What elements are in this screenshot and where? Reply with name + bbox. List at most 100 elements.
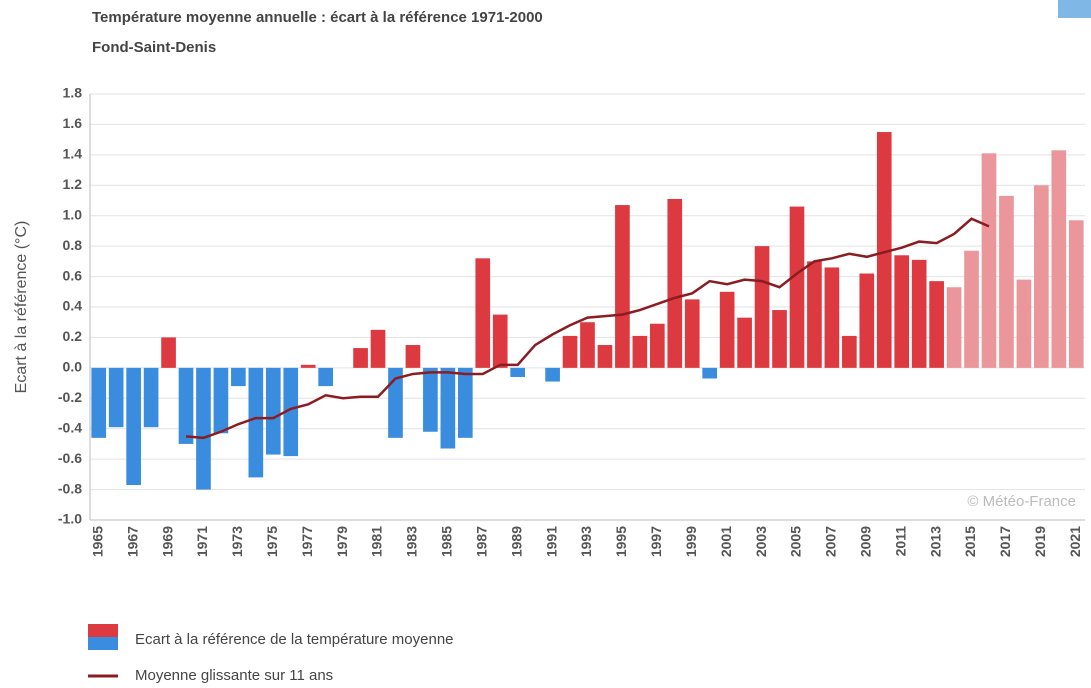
- bar: [1051, 150, 1067, 368]
- x-tick-label: 2021: [1067, 526, 1083, 557]
- x-tick-label: 1999: [683, 526, 699, 557]
- y-tick-label: 0.8: [63, 237, 83, 253]
- x-tick-label: 2017: [997, 526, 1013, 557]
- bar: [911, 259, 927, 368]
- bar: [964, 250, 979, 368]
- bar: [196, 367, 211, 490]
- bar: [318, 367, 333, 387]
- bar: [562, 335, 578, 368]
- bar: [440, 367, 456, 449]
- x-tick-label: 2009: [858, 526, 874, 557]
- bar: [842, 335, 857, 368]
- bar: [929, 281, 944, 368]
- bar: [213, 367, 229, 434]
- bar: [108, 367, 124, 428]
- x-tick-label: 2019: [1032, 526, 1048, 557]
- bar: [702, 367, 718, 379]
- bar: [423, 367, 438, 432]
- x-tick-label: 1993: [578, 526, 594, 557]
- bar: [388, 367, 403, 438]
- bar: [807, 261, 822, 368]
- x-tick-label: 2007: [823, 526, 839, 557]
- bar: [1034, 185, 1049, 368]
- y-tick-label: 1.8: [63, 85, 83, 101]
- bar: [649, 323, 665, 368]
- chart-title: Température moyenne annuelle : écart à l…: [92, 9, 543, 26]
- bar: [370, 329, 386, 368]
- bar: [475, 258, 491, 368]
- x-tick-label: 2003: [753, 526, 769, 557]
- y-tick-label: 1.0: [63, 206, 83, 222]
- bar: [667, 198, 683, 368]
- y-tick-label: 1.4: [63, 146, 83, 162]
- x-tick-label: 1995: [613, 526, 629, 557]
- x-tick-label: 1991: [543, 526, 559, 557]
- bar: [632, 335, 648, 368]
- bar: [300, 364, 316, 368]
- x-tick-label: 1989: [508, 526, 524, 557]
- x-tick-label: 1997: [648, 526, 664, 557]
- bar: [946, 287, 962, 368]
- bar: [353, 348, 368, 368]
- bar: [161, 337, 176, 368]
- y-tick-label: -0.2: [58, 389, 82, 405]
- x-tick-label: 1973: [229, 526, 245, 557]
- bar: [545, 367, 560, 382]
- x-tick-label: 1981: [369, 526, 385, 557]
- x-tick-label: 2015: [962, 526, 978, 557]
- bar: [1016, 279, 1032, 368]
- bar: [859, 273, 875, 368]
- x-tick-label: 1967: [124, 526, 140, 557]
- x-tick-label: 1977: [299, 526, 315, 557]
- x-tick-label: 2001: [718, 526, 734, 557]
- bar: [248, 367, 264, 478]
- bar: [737, 317, 752, 368]
- y-tick-label: 0.6: [63, 267, 83, 283]
- y-tick-label: 1.2: [63, 176, 83, 192]
- bar: [894, 255, 910, 368]
- legend-label: Ecart à la référence de la température m…: [135, 631, 454, 648]
- y-tick-label: -1.0: [58, 511, 82, 527]
- bar: [772, 310, 787, 368]
- y-tick-label: -0.8: [58, 480, 82, 496]
- chart-subtitle: Fond-Saint-Denis: [92, 39, 216, 56]
- bar: [597, 345, 613, 368]
- bar: [231, 367, 246, 387]
- x-tick-label: 1971: [194, 526, 210, 557]
- bar: [1068, 220, 1084, 368]
- y-axis-title: Ecart à la référence (°C): [13, 221, 30, 394]
- x-tick-label: 2013: [927, 526, 943, 557]
- bar: [999, 195, 1014, 368]
- bar: [684, 299, 700, 368]
- bar: [265, 367, 281, 455]
- x-tick-label: 1985: [439, 526, 455, 557]
- x-tick-label: 1987: [473, 526, 489, 557]
- x-tick-label: 1979: [334, 526, 350, 557]
- legend-swatch-top: [88, 624, 118, 637]
- bar: [789, 206, 805, 368]
- bar: [405, 345, 421, 368]
- bar: [981, 153, 997, 368]
- y-tick-label: 1.6: [63, 115, 83, 131]
- y-tick-label: -0.4: [58, 419, 82, 435]
- logo: [1058, 0, 1091, 18]
- x-tick-label: 2005: [788, 526, 804, 557]
- legend-label: Moyenne glissante sur 11 ans: [135, 667, 333, 684]
- moving-average-line: [185, 217, 990, 440]
- y-tick-label: 0.4: [63, 298, 83, 314]
- bar: [178, 367, 194, 444]
- x-tick-label: 2011: [892, 526, 908, 557]
- y-tick-label: 0.2: [63, 328, 83, 344]
- bar: [615, 205, 630, 368]
- watermark: © Météo-France: [967, 493, 1076, 510]
- bar: [580, 322, 595, 368]
- x-tick-label: 1975: [264, 526, 280, 557]
- bar: [283, 367, 299, 457]
- x-tick-label: 1983: [404, 526, 420, 557]
- bar: [824, 267, 840, 368]
- bar: [457, 367, 473, 438]
- legend-swatch-bottom: [88, 637, 118, 650]
- bar: [126, 367, 141, 486]
- x-tick-label: 1969: [159, 526, 175, 557]
